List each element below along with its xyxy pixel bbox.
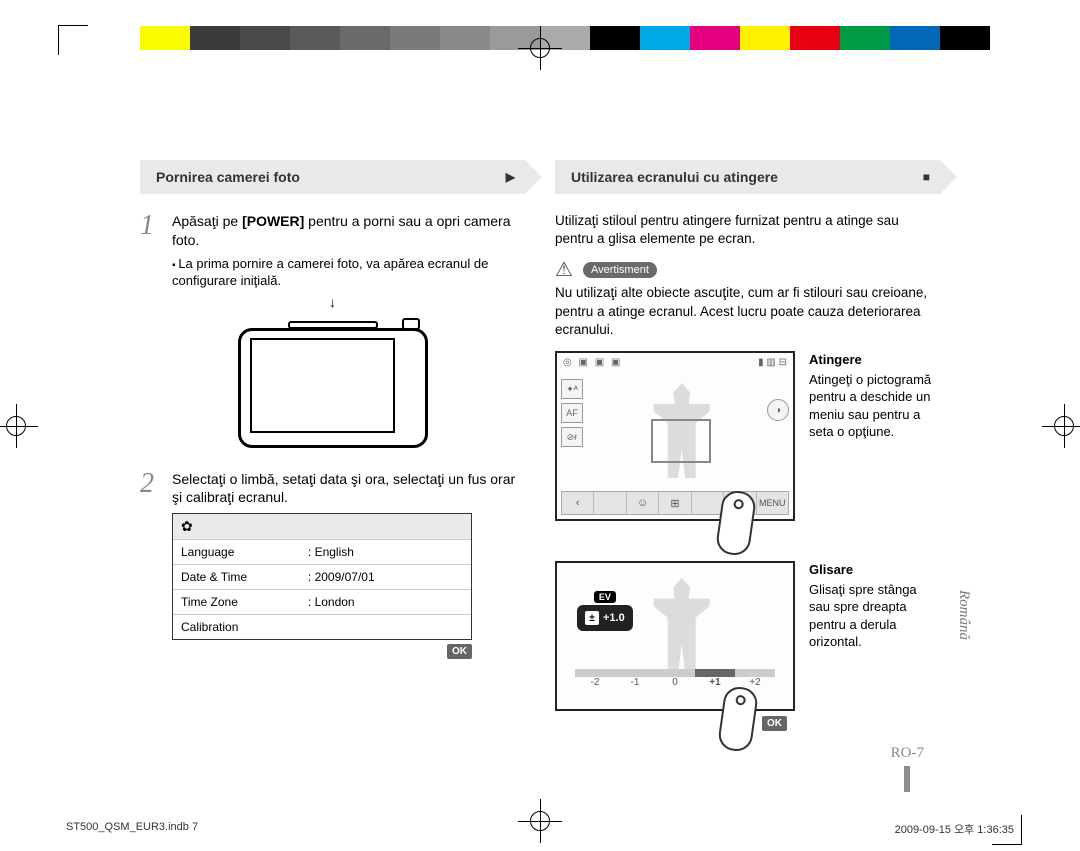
step-2-number: 2: [140, 470, 162, 508]
swipe-heading: Glisare: [809, 561, 940, 579]
print-footer: ST500_QSM_EUR3.indb 7 2009-09-15 오후 1:36…: [66, 821, 1014, 837]
touch-side-icons: ✦ᴬAF⊘ғ: [561, 379, 583, 447]
ribbon-left: Pornirea camerei foto ▶: [140, 160, 525, 194]
footer-timestamp: 2009-09-15 오후 1:36:35: [895, 821, 1014, 837]
touch-example-row: ◎ ▣ ▣ ▣ ▮ ▥ ⊟ ✦ᴬAF⊘ғ ◑ ‹☺⊞◉MENU Atingere…: [555, 351, 940, 521]
swipe-text: Glisaţi spre stânga sau spre dreapta pen…: [809, 581, 940, 651]
settings-panel: ✿ LanguageEnglishDate & Time2009/07/01Ti…: [172, 513, 472, 640]
registration-mark-right: [1042, 404, 1080, 448]
footer-filename: ST500_QSM_EUR3.indb 7: [66, 821, 198, 837]
page-number-accent: [904, 766, 910, 792]
step-1-text: Apăsaţi pe [POWER] pentru a porni sau a …: [172, 212, 525, 250]
step-1-number: 1: [140, 212, 162, 250]
warning-row: Avertisment: [555, 260, 940, 280]
touch-top-icons: ◎ ▣ ▣ ▣: [563, 357, 622, 368]
ev-pm-icon: ±: [585, 611, 599, 625]
warning-icon: [555, 260, 577, 280]
gear-icon: ✿: [181, 518, 193, 534]
registration-mark-left: [0, 404, 38, 448]
settings-row: Time ZoneLondon: [173, 589, 471, 614]
silhouette-icon: [647, 578, 717, 673]
page-content: Pornirea camerei foto ▶ 1 Apăsaţi pe [PO…: [140, 160, 940, 800]
warning-badge: Avertisment: [583, 262, 657, 278]
stylus-icon: [717, 685, 760, 753]
touch-text: Atingeţi o pictogramă pentru a deschide …: [809, 371, 940, 441]
touch-screen-illustration: ◎ ▣ ▣ ▣ ▮ ▥ ⊟ ✦ᴬAF⊘ғ ◑ ‹☺⊞◉MENU: [555, 351, 795, 521]
swipe-description: Glisare Glisaţi spre stânga sau spre dre…: [809, 527, 940, 711]
registration-mark-top: [518, 26, 562, 70]
step-1-bullet: La prima pornire a camerei foto, va apăr…: [172, 256, 525, 290]
touch-topright-icons: ▮ ▥ ⊟: [758, 357, 787, 368]
right-column: Utilizarea ecranului cu atingere ■ Utili…: [555, 160, 940, 800]
step-1: 1 Apăsaţi pe [POWER] pentru a porni sau …: [140, 212, 525, 250]
settings-row: Calibration: [173, 614, 471, 639]
camera-illustration: [228, 316, 438, 456]
swipe-example-row: EV ± +1.0 -2-10+1+2 OK Glisare Glisaţi s…: [555, 527, 940, 711]
ribbon-left-title: Pornirea camerei foto: [156, 169, 300, 185]
swipe-screen-illustration: EV ± +1.0 -2-10+1+2 OK: [555, 561, 795, 711]
touch-description: Atingere Atingeţi o pictogramă pentru a …: [809, 351, 940, 521]
ev-label: EV: [594, 591, 616, 603]
ribbon-left-glyph-icon: ▶: [506, 160, 515, 194]
step-2-text: Selectaţi o limbă, setaţi data şi ora, s…: [172, 470, 525, 508]
arrow-down-icon: ↓: [140, 294, 525, 310]
step-2: 2 Selectaţi o limbă, setaţi data şi ora,…: [140, 470, 525, 508]
focus-box: [651, 419, 711, 463]
crop-mark-tl: [58, 25, 88, 55]
settings-ok-badge: OK: [447, 644, 472, 659]
ribbon-right: Utilizarea ecranului cu atingere ■: [555, 160, 940, 194]
ribbon-right-title: Utilizarea ecranului cu atingere: [571, 169, 778, 185]
page-number: RO-7: [891, 745, 924, 792]
ev-value: +1.0: [603, 612, 625, 624]
side-language-tab: Română: [955, 590, 972, 640]
settings-row: Date & Time2009/07/01: [173, 564, 471, 589]
warning-text: Nu utilizaţi alte obiecte ascuţite, cum …: [555, 284, 940, 339]
touch-heading: Atingere: [809, 351, 940, 369]
ribbon-right-glyph-icon: ■: [923, 160, 930, 194]
touch-rightside-icon: ◑: [767, 399, 789, 421]
ev-badge: EV ± +1.0: [577, 605, 633, 631]
settings-row: LanguageEnglish: [173, 539, 471, 564]
touchscreen-intro: Utilizaţi stiloul pentru atingere furniz…: [555, 212, 940, 248]
swipe-ok-badge: OK: [762, 716, 787, 731]
left-column: Pornirea camerei foto ▶ 1 Apăsaţi pe [PO…: [140, 160, 525, 800]
settings-header: ✿: [173, 514, 471, 539]
